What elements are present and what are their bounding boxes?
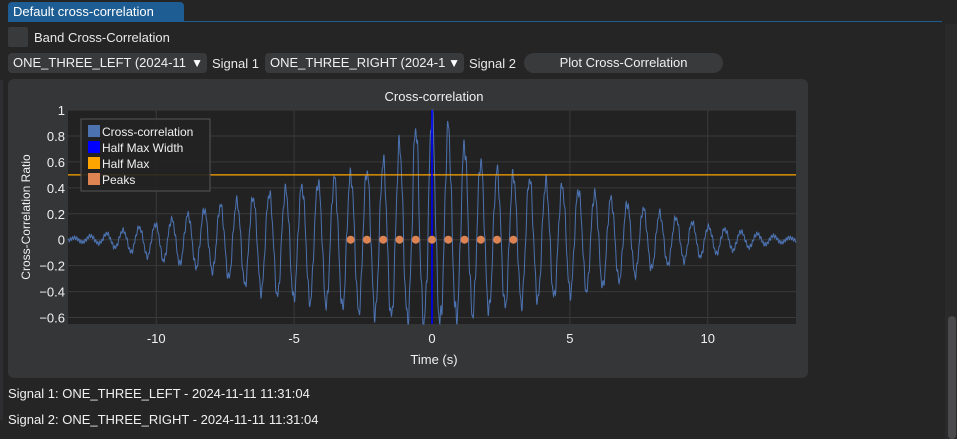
peak-point (395, 235, 404, 244)
peak-point (428, 235, 436, 244)
chevron-down-icon: ▼ (448, 56, 460, 70)
tab-underline (8, 21, 942, 22)
left-edge-strip (0, 80, 3, 420)
y-tick-label: 0.6 (47, 155, 65, 170)
chart-title: Cross-correlation (385, 89, 484, 104)
x-tick-label: 0 (428, 331, 435, 346)
legend-swatch-half-max-width (88, 141, 100, 153)
y-tick-label: 0 (58, 233, 65, 248)
x-tick-label: 5 (566, 331, 573, 346)
legend-swatch-half-max (88, 157, 100, 169)
cross-correlation-plot-panel[interactable]: -10 -5 0 5 10 1 0.8 0.6 0.4 0.2 0 −0.2 −0.4 −0.6 Cros… (8, 79, 808, 378)
peak-point (493, 235, 502, 244)
x-tick-label: 10 (701, 331, 715, 346)
peak-point (460, 235, 469, 244)
signal1-label: Signal 1 (212, 56, 259, 71)
peak-point (444, 235, 453, 244)
peak-point (362, 235, 371, 244)
y-tick-label: 0.4 (47, 181, 65, 196)
legend-swatch-peaks (88, 173, 100, 185)
tab-default-cross-correlation[interactable]: Default cross-correlation (8, 2, 184, 22)
y-tick-label: −0.2 (39, 259, 65, 274)
peak-point (379, 235, 388, 244)
legend: Cross-correlation Half Max Width Half Ma… (80, 118, 211, 192)
signal1-info-text: Signal 1: ONE_THREE_LEFT - 2024-11-11 11… (8, 386, 310, 401)
signal1-dropdown[interactable]: ONE_THREE_LEFT (2024-11 ▼ (8, 53, 207, 73)
signal2-label: Signal 2 (469, 56, 516, 71)
plot-cross-correlation-button[interactable]: Plot Cross-Correlation (524, 53, 723, 73)
signal2-dropdown[interactable]: ONE_THREE_RIGHT (2024-1 ▼ (265, 53, 464, 73)
peak-point (411, 235, 420, 244)
y-tick-label: 0.8 (47, 129, 65, 144)
signal1-dropdown-value: ONE_THREE_LEFT (2024-11 (13, 55, 186, 70)
band-cross-correlation-label: Band Cross-Correlation (34, 30, 170, 45)
peak-point (476, 235, 485, 244)
legend-label-peaks: Peaks (102, 173, 135, 187)
legend-label-half-max-width: Half Max Width (102, 141, 183, 155)
y-tick-label: −0.6 (39, 311, 65, 326)
x-tick-label: -5 (288, 331, 300, 346)
legend-label-cross-correlation: Cross-correlation (102, 125, 193, 139)
band-cross-correlation-checkbox[interactable] (8, 27, 28, 47)
scrollbar-thumb[interactable] (948, 316, 956, 439)
x-tick-label: -10 (147, 331, 166, 346)
chevron-down-icon: ▼ (191, 56, 203, 70)
signal2-dropdown-value: ONE_THREE_RIGHT (2024-1 (270, 55, 445, 70)
signal2-info-text: Signal 2: ONE_THREE_RIGHT - 2024-11-11 1… (8, 412, 319, 427)
peak-point (509, 235, 518, 244)
y-tick-label: 1 (58, 103, 65, 118)
y-tick-label: 0.2 (47, 207, 65, 222)
x-axis-label: Time (s) (410, 352, 457, 367)
legend-swatch-cross-correlation (88, 125, 100, 137)
peak-point (346, 235, 355, 244)
tab-bar: Default cross-correlation (0, 0, 957, 24)
cross-correlation-chart[interactable]: -10 -5 0 5 10 1 0.8 0.6 0.4 0.2 0 −0.2 −0.4 −0.6 Cros… (8, 79, 808, 378)
y-axis-label: Cross-Correlation Ratio (19, 154, 33, 280)
y-tick-label: −0.4 (39, 285, 65, 300)
legend-label-half-max: Half Max (102, 157, 149, 171)
